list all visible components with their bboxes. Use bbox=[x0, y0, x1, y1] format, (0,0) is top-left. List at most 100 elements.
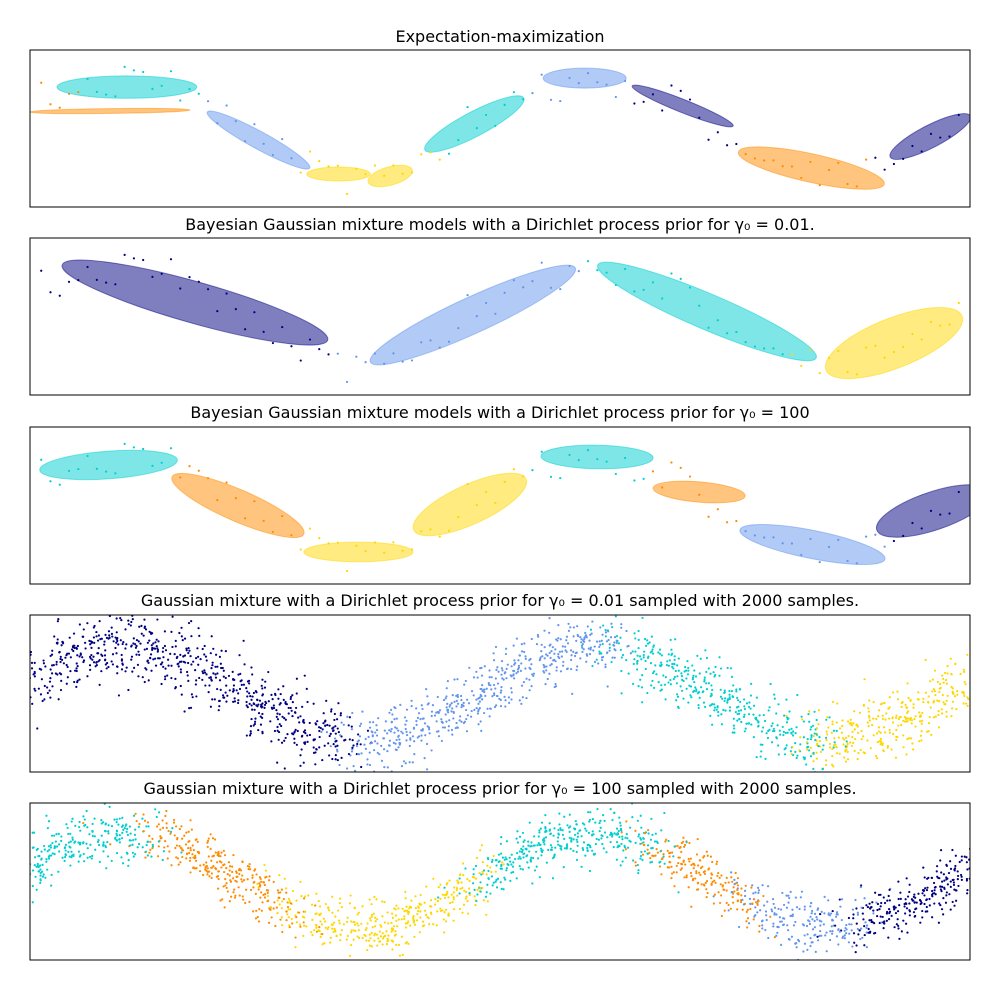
data-point bbox=[263, 896, 267, 899]
data-point bbox=[82, 659, 86, 662]
data-point bbox=[905, 907, 909, 910]
data-point bbox=[224, 878, 227, 881]
data-point bbox=[720, 723, 723, 726]
data-point bbox=[97, 646, 100, 650]
data-point bbox=[852, 722, 855, 725]
data-point bbox=[555, 638, 558, 641]
data-point bbox=[625, 833, 628, 836]
data-point bbox=[627, 672, 630, 675]
data-point bbox=[105, 667, 108, 670]
data-point bbox=[569, 847, 572, 850]
data-point bbox=[682, 697, 685, 700]
data-point bbox=[753, 157, 756, 160]
data-point bbox=[78, 843, 82, 846]
data-point bbox=[874, 533, 877, 536]
data-point bbox=[558, 844, 562, 847]
data-point bbox=[455, 889, 458, 892]
data-point bbox=[223, 854, 227, 857]
data-point bbox=[642, 841, 645, 844]
data-point bbox=[639, 838, 643, 841]
data-point bbox=[216, 687, 219, 691]
data-point bbox=[585, 660, 588, 663]
data-point bbox=[165, 809, 168, 813]
data-point bbox=[626, 837, 629, 840]
data-point bbox=[92, 626, 95, 629]
data-point bbox=[121, 824, 125, 827]
data-point bbox=[669, 683, 672, 686]
data-point bbox=[107, 630, 111, 633]
data-point bbox=[458, 907, 462, 911]
data-point bbox=[106, 661, 109, 665]
data-point bbox=[744, 884, 747, 887]
data-point bbox=[659, 661, 663, 664]
data-point bbox=[179, 653, 182, 656]
data-point bbox=[95, 278, 98, 281]
data-point bbox=[397, 735, 400, 738]
data-point bbox=[707, 667, 710, 670]
data-point bbox=[214, 868, 218, 871]
data-point bbox=[342, 923, 345, 926]
data-point bbox=[819, 929, 822, 933]
data-point bbox=[572, 838, 575, 841]
data-point bbox=[33, 675, 36, 678]
data-point bbox=[251, 874, 254, 877]
data-point bbox=[561, 645, 564, 648]
data-point bbox=[485, 873, 488, 876]
data-point bbox=[517, 664, 521, 667]
data-point bbox=[827, 545, 831, 549]
data-point bbox=[49, 103, 52, 106]
data-point bbox=[769, 682, 772, 686]
data-point bbox=[225, 867, 228, 870]
data-point bbox=[156, 650, 159, 653]
data-point bbox=[189, 819, 192, 822]
data-point bbox=[731, 880, 734, 883]
data-point bbox=[466, 105, 469, 109]
data-point bbox=[761, 927, 764, 930]
data-point bbox=[598, 650, 601, 653]
data-point bbox=[658, 652, 662, 655]
data-point bbox=[160, 663, 163, 666]
data-point bbox=[203, 669, 206, 672]
data-point bbox=[151, 87, 154, 90]
data-point bbox=[151, 843, 154, 846]
data-point bbox=[188, 840, 191, 843]
data-point bbox=[859, 886, 862, 889]
data-point bbox=[855, 922, 858, 925]
data-point bbox=[809, 944, 812, 948]
data-point bbox=[857, 731, 860, 734]
data-point bbox=[574, 820, 577, 823]
data-point bbox=[927, 721, 931, 725]
data-point bbox=[946, 694, 949, 697]
data-point bbox=[675, 871, 678, 874]
data-point bbox=[888, 907, 891, 911]
plot-area bbox=[30, 615, 970, 772]
data-point bbox=[238, 872, 241, 876]
data-point bbox=[231, 670, 234, 673]
data-point bbox=[370, 915, 373, 918]
data-point bbox=[818, 184, 821, 187]
data-point bbox=[286, 913, 289, 916]
data-point bbox=[633, 632, 636, 635]
data-point bbox=[660, 873, 663, 876]
data-point bbox=[945, 894, 948, 897]
component-ellipse bbox=[369, 264, 577, 366]
data-point bbox=[262, 330, 265, 333]
data-point bbox=[340, 756, 343, 759]
component-ellipse bbox=[875, 484, 970, 538]
data-point bbox=[853, 941, 856, 944]
data-point bbox=[272, 907, 275, 910]
data-point bbox=[672, 855, 675, 858]
data-point bbox=[613, 636, 617, 639]
data-point bbox=[124, 647, 127, 650]
data-point bbox=[170, 664, 173, 667]
data-point bbox=[887, 918, 891, 921]
data-point bbox=[596, 458, 599, 461]
data-point bbox=[177, 863, 180, 866]
data-point bbox=[465, 717, 468, 721]
data-point bbox=[494, 677, 497, 680]
data-point bbox=[328, 754, 331, 757]
data-point bbox=[244, 901, 247, 905]
data-point bbox=[334, 754, 337, 757]
data-point bbox=[194, 669, 197, 672]
data-point bbox=[959, 873, 963, 877]
